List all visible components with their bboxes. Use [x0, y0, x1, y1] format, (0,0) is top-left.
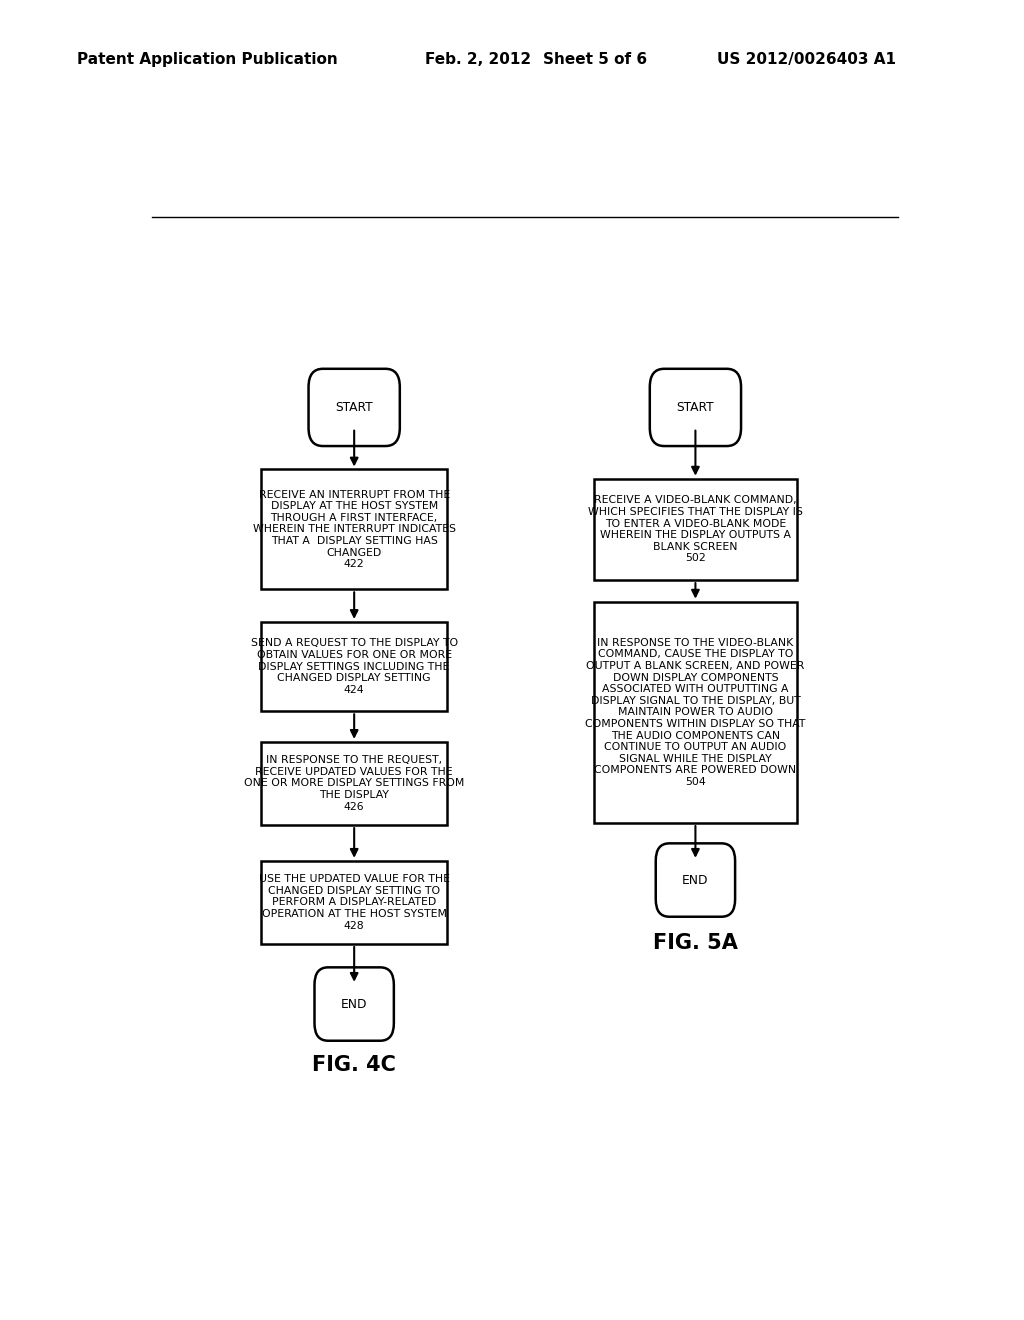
Bar [261, 622, 447, 711]
FancyBboxPatch shape [308, 368, 399, 446]
FancyBboxPatch shape [650, 368, 741, 446]
Text: RECEIVE A VIDEO-BLANK COMMAND,
WHICH SPECIFIES THAT THE DISPLAY IS
TO ENTER A VI: RECEIVE A VIDEO-BLANK COMMAND, WHICH SPE… [588, 495, 803, 564]
Text: END: END [682, 874, 709, 887]
Text: START: START [677, 401, 714, 414]
Bar [594, 479, 797, 581]
Text: SEND A REQUEST TO THE DISPLAY TO
OBTAIN VALUES FOR ONE OR MORE
DISPLAY SETTINGS : SEND A REQUEST TO THE DISPLAY TO OBTAIN … [251, 639, 458, 694]
Text: FIG. 5A: FIG. 5A [653, 933, 738, 953]
Text: USE THE UPDATED VALUE FOR THE
CHANGED DISPLAY SETTING TO
PERFORM A DISPLAY-RELAT: USE THE UPDATED VALUE FOR THE CHANGED DI… [259, 874, 450, 931]
FancyBboxPatch shape [314, 968, 394, 1040]
Text: Feb. 2, 2012: Feb. 2, 2012 [425, 51, 531, 67]
Bar [594, 602, 797, 824]
Text: IN RESPONSE TO THE VIDEO-BLANK
COMMAND, CAUSE THE DISPLAY TO
OUTPUT A BLANK SCRE: IN RESPONSE TO THE VIDEO-BLANK COMMAND, … [586, 638, 806, 787]
FancyBboxPatch shape [655, 843, 735, 916]
Text: END: END [341, 998, 368, 1011]
Text: RECEIVE AN INTERRUPT FROM THE
DISPLAY AT THE HOST SYSTEM
THROUGH A FIRST INTERFA: RECEIVE AN INTERRUPT FROM THE DISPLAY AT… [253, 490, 456, 569]
Text: US 2012/0026403 A1: US 2012/0026403 A1 [717, 51, 896, 67]
Bar [261, 742, 447, 825]
Text: Sheet 5 of 6: Sheet 5 of 6 [543, 51, 647, 67]
Text: IN RESPONSE TO THE REQUEST,
RECEIVE UPDATED VALUES FOR THE
ONE OR MORE DISPLAY S: IN RESPONSE TO THE REQUEST, RECEIVE UPDA… [244, 755, 464, 812]
Text: FIG. 4C: FIG. 4C [312, 1055, 396, 1074]
Text: START: START [336, 401, 373, 414]
Text: Patent Application Publication: Patent Application Publication [77, 51, 338, 67]
Bar [261, 861, 447, 944]
Bar [261, 470, 447, 589]
